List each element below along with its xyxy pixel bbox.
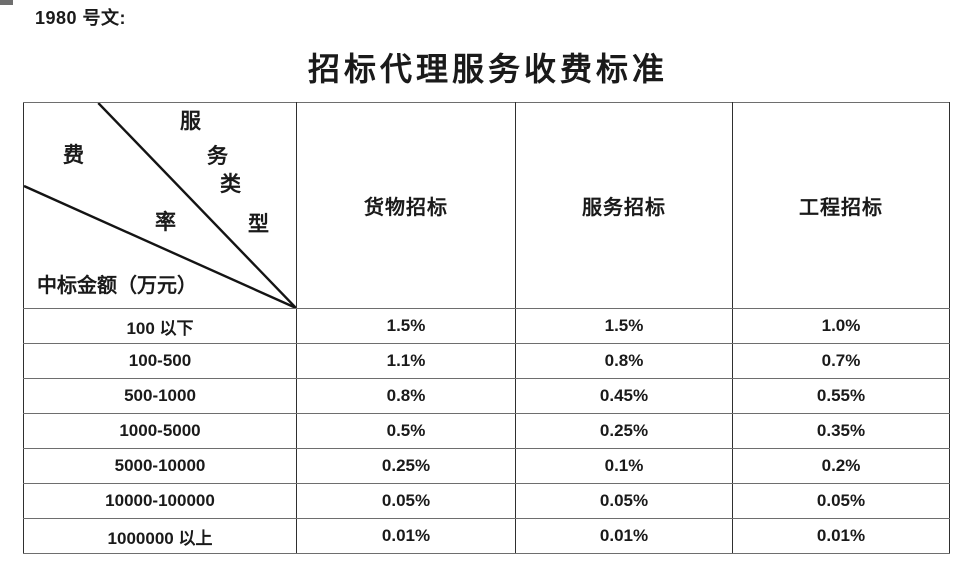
table-row: 1000-5000 0.5% 0.25% 0.35%: [23, 413, 950, 449]
amount-range-cell: 500-1000: [23, 378, 297, 414]
table-row: 100-500 1.1% 0.8% 0.7%: [23, 343, 950, 379]
works-rate-cell: 0.05%: [732, 483, 950, 519]
amount-range-cell: 100 以下: [23, 308, 297, 344]
service-rate-cell: 0.05%: [515, 483, 733, 519]
header-row: 服 务 类 型 费 率 中标金额（万元） 货物招标 服务招标 工程招标: [23, 102, 950, 309]
amount-range-cell: 5000-10000: [23, 448, 297, 484]
service-rate-cell: 0.25%: [515, 413, 733, 449]
scan-artifact-mark: [0, 0, 13, 5]
table-row: 10000-100000 0.05% 0.05% 0.05%: [23, 483, 950, 519]
corner-fee-axis-char: 费: [63, 143, 84, 167]
goods-rate-cell: 1.1%: [296, 343, 516, 379]
goods-rate-cell: 0.5%: [296, 413, 516, 449]
works-rate-cell: 0.55%: [732, 378, 950, 414]
service-rate-cell: 1.5%: [515, 308, 733, 344]
page-title: 招标代理服务收费标准: [307, 51, 668, 87]
column-header-services: 服务招标: [515, 102, 733, 309]
corner-type-axis-char: 务: [207, 144, 228, 168]
amount-range-cell: 100-500: [23, 343, 297, 379]
column-header-works: 工程招标: [732, 102, 950, 309]
amount-range-cell: 1000-5000: [23, 413, 297, 449]
goods-rate-cell: 0.05%: [296, 483, 516, 519]
corner-type-axis-char: 类: [220, 172, 241, 196]
service-rate-cell: 0.8%: [515, 343, 733, 379]
works-rate-cell: 1.0%: [732, 308, 950, 344]
diagonal-split-lines: [24, 103, 296, 308]
service-rate-cell: 0.01%: [515, 518, 733, 554]
service-rate-cell: 0.45%: [515, 378, 733, 414]
table-row: 500-1000 0.8% 0.45% 0.55%: [23, 378, 950, 414]
goods-rate-cell: 0.8%: [296, 378, 516, 414]
works-rate-cell: 0.35%: [732, 413, 950, 449]
amount-range-cell: 1000000 以上: [23, 518, 297, 554]
goods-rate-cell: 1.5%: [296, 308, 516, 344]
corner-type-axis-char: 服: [180, 109, 201, 133]
goods-rate-cell: 0.25%: [296, 448, 516, 484]
table-row: 1000000 以上 0.01% 0.01% 0.01%: [23, 518, 950, 554]
table-row: 100 以下 1.5% 1.5% 1.0%: [23, 308, 950, 344]
diagonal-corner-cell: 服 务 类 型 费 率 中标金额（万元）: [23, 102, 297, 309]
service-rate-cell: 0.1%: [515, 448, 733, 484]
diagonal-line-upper: [97, 103, 296, 308]
goods-rate-cell: 0.01%: [296, 518, 516, 554]
works-rate-cell: 0.7%: [732, 343, 950, 379]
corner-type-axis-char: 型: [248, 212, 269, 236]
corner-fee-axis-char: 率: [155, 210, 176, 234]
document-ref-label: 1980 号文:: [35, 8, 127, 28]
amount-range-cell: 10000-100000: [23, 483, 297, 519]
works-rate-cell: 0.01%: [732, 518, 950, 554]
fee-standard-table: 服 务 类 型 费 率 中标金额（万元） 货物招标 服务招标 工程招标 100 …: [23, 102, 950, 554]
table-row: 5000-10000 0.25% 0.1% 0.2%: [23, 448, 950, 484]
column-header-goods: 货物招标: [296, 102, 516, 309]
diagonal-line-lower: [24, 184, 296, 308]
corner-row-axis-label: 中标金额（万元）: [37, 275, 197, 297]
works-rate-cell: 0.2%: [732, 448, 950, 484]
